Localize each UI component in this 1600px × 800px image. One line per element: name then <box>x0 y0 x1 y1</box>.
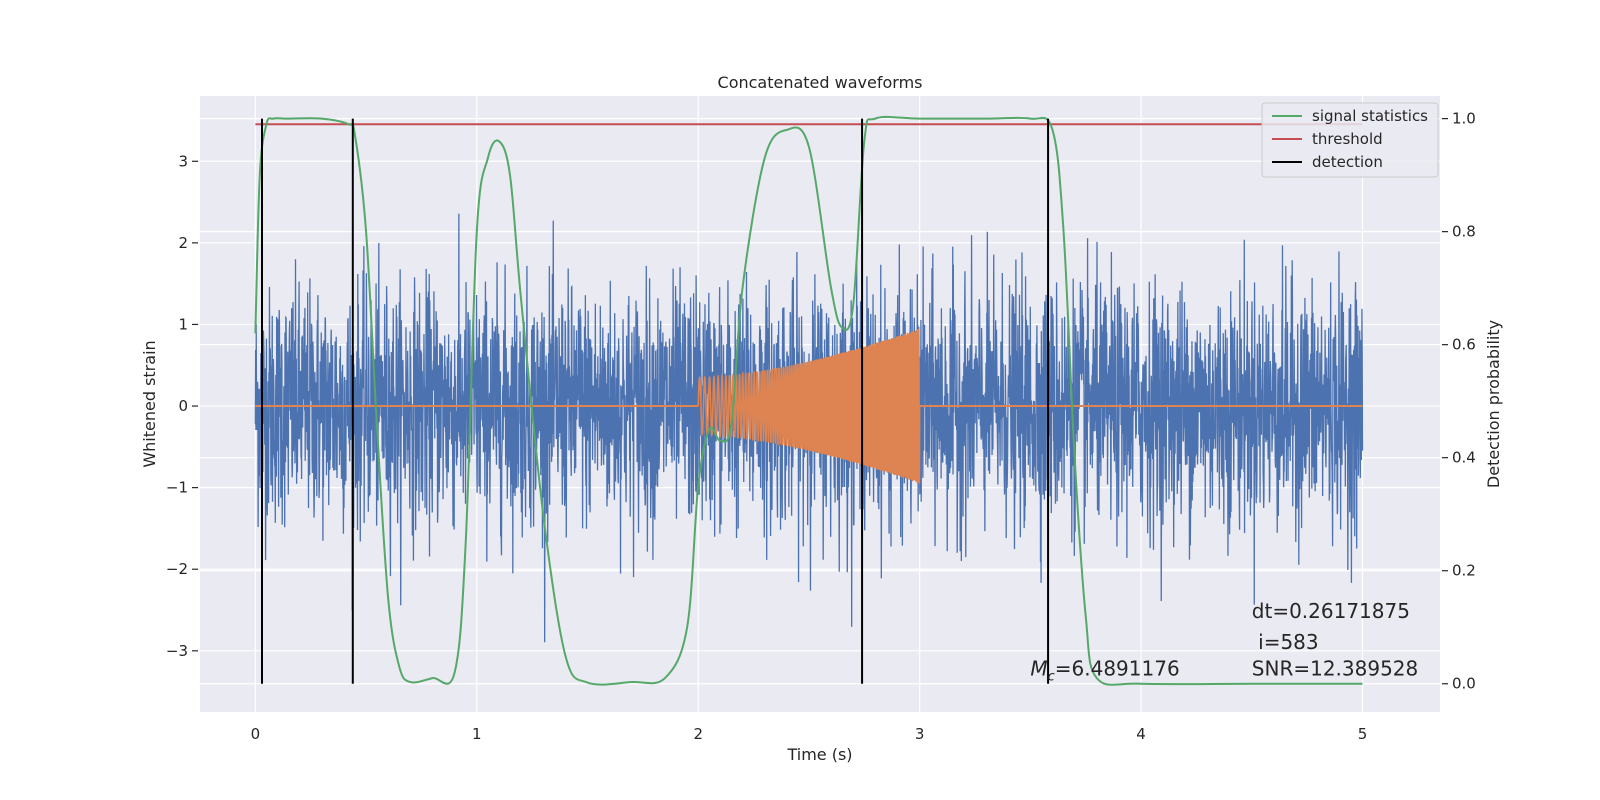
annotation-text: SNR=12.389528 <box>1252 656 1418 680</box>
legend-label-threshold: threshold <box>1312 130 1383 148</box>
legend-label-detection: detection <box>1312 153 1383 171</box>
template-chirp-series <box>255 328 1363 484</box>
y2-axis-label: Detection probability <box>1484 320 1503 488</box>
strain-noise-line <box>254 213 1364 643</box>
legend-label-signal-statistics: signal statistics <box>1312 107 1428 125</box>
x-axis-label: Time (s) <box>786 745 852 764</box>
x-tick-label: 1 <box>472 725 482 743</box>
y2-tick-label: 0.0 <box>1452 675 1476 693</box>
y-tick-label: 3 <box>178 152 188 170</box>
signal-statistics-line <box>254 115 1363 686</box>
legend: signal statistics threshold detection <box>1261 102 1439 178</box>
annotation-text: Mc=6.4891176 <box>1030 656 1179 684</box>
y-tick-label: −1 <box>166 479 188 497</box>
legend-box <box>1261 102 1439 178</box>
y-tick-label: 2 <box>178 234 188 252</box>
chart-title: Concatenated waveforms <box>718 73 923 92</box>
detection-series <box>261 118 1050 684</box>
y-tick-label: −3 <box>166 642 188 660</box>
y-tick-label: 0 <box>178 397 188 415</box>
strain-noise-series <box>254 213 1364 643</box>
y-tick-label: −2 <box>166 560 188 578</box>
signal-statistics-series <box>254 115 1363 686</box>
y2-tick-label: 1.0 <box>1452 110 1476 128</box>
x-tick-label: 2 <box>693 725 703 743</box>
y-axis-label: Whitened strain <box>140 340 159 467</box>
y2-tick-label: 0.4 <box>1452 449 1476 467</box>
template-chirp-line <box>697 328 921 484</box>
annotation-text: i=583 <box>1252 630 1319 654</box>
y2-tick-label: 0.6 <box>1452 336 1476 354</box>
y2-tick-label: 0.8 <box>1452 223 1476 241</box>
x-tick-label: 3 <box>915 725 925 743</box>
y-tick-label: 1 <box>178 315 188 333</box>
y2-tick-label: 0.2 <box>1452 562 1476 580</box>
x-tick-label: 5 <box>1358 725 1368 743</box>
annotation-text: dt=0.26171875 <box>1252 599 1410 623</box>
axis-ticks: 0 1 2 3 4 5 −3 −2 −1 0 1 2 3 0.0 0.2 0.4 0.6 0.8 1.0 <box>166 110 1476 743</box>
x-tick-label: 0 <box>251 725 261 743</box>
x-tick-label: 4 <box>1136 725 1146 743</box>
